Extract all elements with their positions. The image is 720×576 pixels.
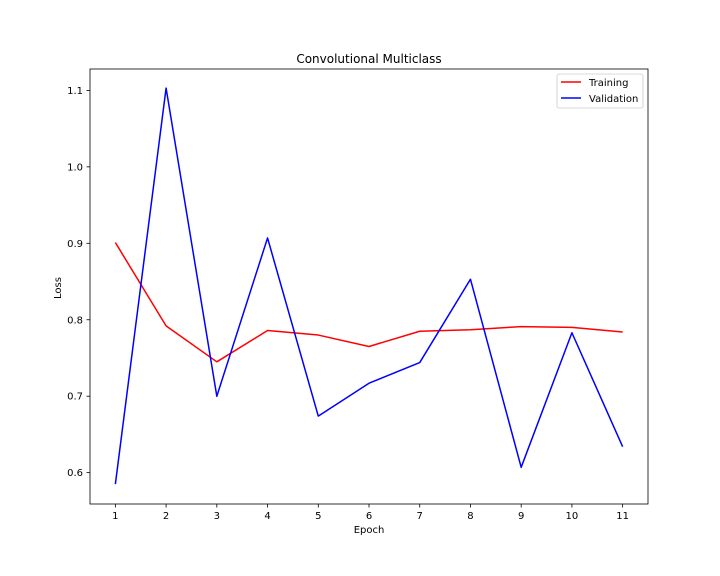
x-tick-label: 10: [566, 511, 579, 522]
x-axis: 1 2 3 4 5 6 7 8 9 10 11: [112, 504, 629, 522]
y-tick-label: 0.8: [67, 315, 83, 326]
x-tick-label: 5: [315, 511, 321, 522]
x-tick-label: 7: [417, 511, 423, 522]
x-tick-label: 8: [467, 511, 473, 522]
x-tick-label: 2: [163, 511, 169, 522]
series-line-training: [114, 242, 623, 363]
y-tick-label: 0.9: [67, 239, 83, 250]
y-tick-label: 0.7: [67, 392, 83, 403]
x-tick-label: 11: [616, 511, 629, 522]
legend: Training Validation: [556, 73, 644, 109]
x-axis-label: Epoch: [354, 525, 385, 536]
legend-label-validation: Validation: [589, 94, 638, 105]
x-tick-label: 6: [366, 511, 372, 522]
chart-title: Convolutional Multiclass: [296, 52, 441, 66]
legend-label-training: Training: [588, 78, 628, 89]
y-tick-label: 1.1: [67, 86, 83, 97]
x-tick-label: 9: [518, 511, 524, 522]
y-axis: 0.6 0.7 0.8 0.9 1.0 1.1: [67, 86, 90, 479]
y-tick-label: 0.6: [67, 468, 83, 479]
y-axis-label: Loss: [53, 277, 64, 299]
x-tick-label: 3: [214, 511, 220, 522]
plot-frame: [89, 68, 649, 505]
series-line-validation: [114, 87, 624, 485]
x-tick-label: 1: [112, 511, 118, 522]
x-tick-label: 4: [264, 511, 270, 522]
y-tick-label: 1.0: [67, 162, 83, 173]
plot-area: [89, 68, 649, 505]
series-lines: [114, 87, 624, 485]
